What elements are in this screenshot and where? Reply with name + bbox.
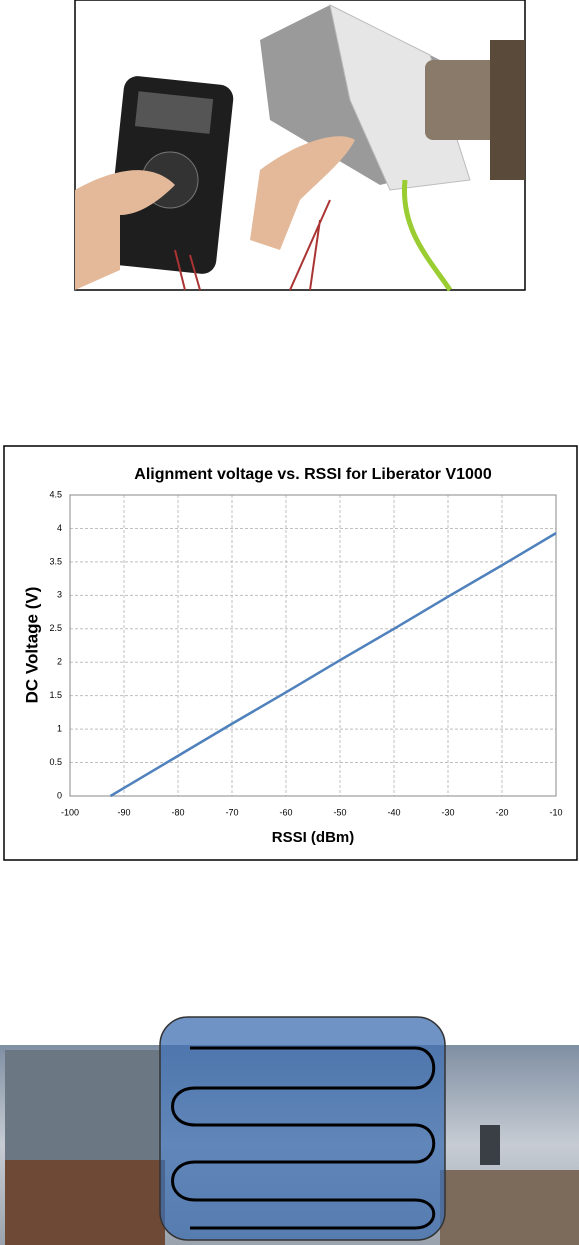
y-tick-label: 1 (57, 723, 62, 733)
photo-multimeter (74, 0, 526, 292)
data-line (109, 532, 557, 798)
plot-area (69, 494, 557, 797)
y-tick-label: 2.5 (49, 623, 62, 633)
x-tick-label: -40 (387, 807, 400, 817)
x-tick-label: -90 (117, 807, 130, 817)
x-tick-label: -100 (61, 807, 79, 817)
x-tick-label: -30 (441, 807, 454, 817)
y-tick-label: 0 (57, 790, 62, 800)
y-tick-label: 3.5 (49, 556, 62, 566)
x-tick-label: -20 (495, 807, 508, 817)
chart-frame (3, 445, 578, 861)
chart: Alignment voltage vs. RSSI for Liberator… (3, 445, 578, 861)
y-tick-label: 0.5 (49, 757, 62, 767)
x-tick-label: -80 (171, 807, 184, 817)
y-tick-label: 1.5 (49, 690, 62, 700)
y-tick-label: 2 (57, 657, 62, 667)
y-axis-label: DC Voltage (V) (22, 587, 41, 704)
chart-title: Alignment voltage vs. RSSI for Liberator… (134, 466, 492, 483)
x-tick-label: -50 (333, 807, 346, 817)
x-tick-label: -10 (549, 807, 562, 817)
x-axis-label: RSSI (dBm) (272, 829, 355, 846)
x-tick-label: -70 (225, 807, 238, 817)
y-tick-label: 3 (57, 590, 62, 600)
x-tick-label: -60 (279, 807, 292, 817)
photo-skyline (0, 1016, 579, 1245)
y-tick-label: 4 (57, 523, 62, 533)
y-tick-label: 4.5 (49, 489, 62, 499)
